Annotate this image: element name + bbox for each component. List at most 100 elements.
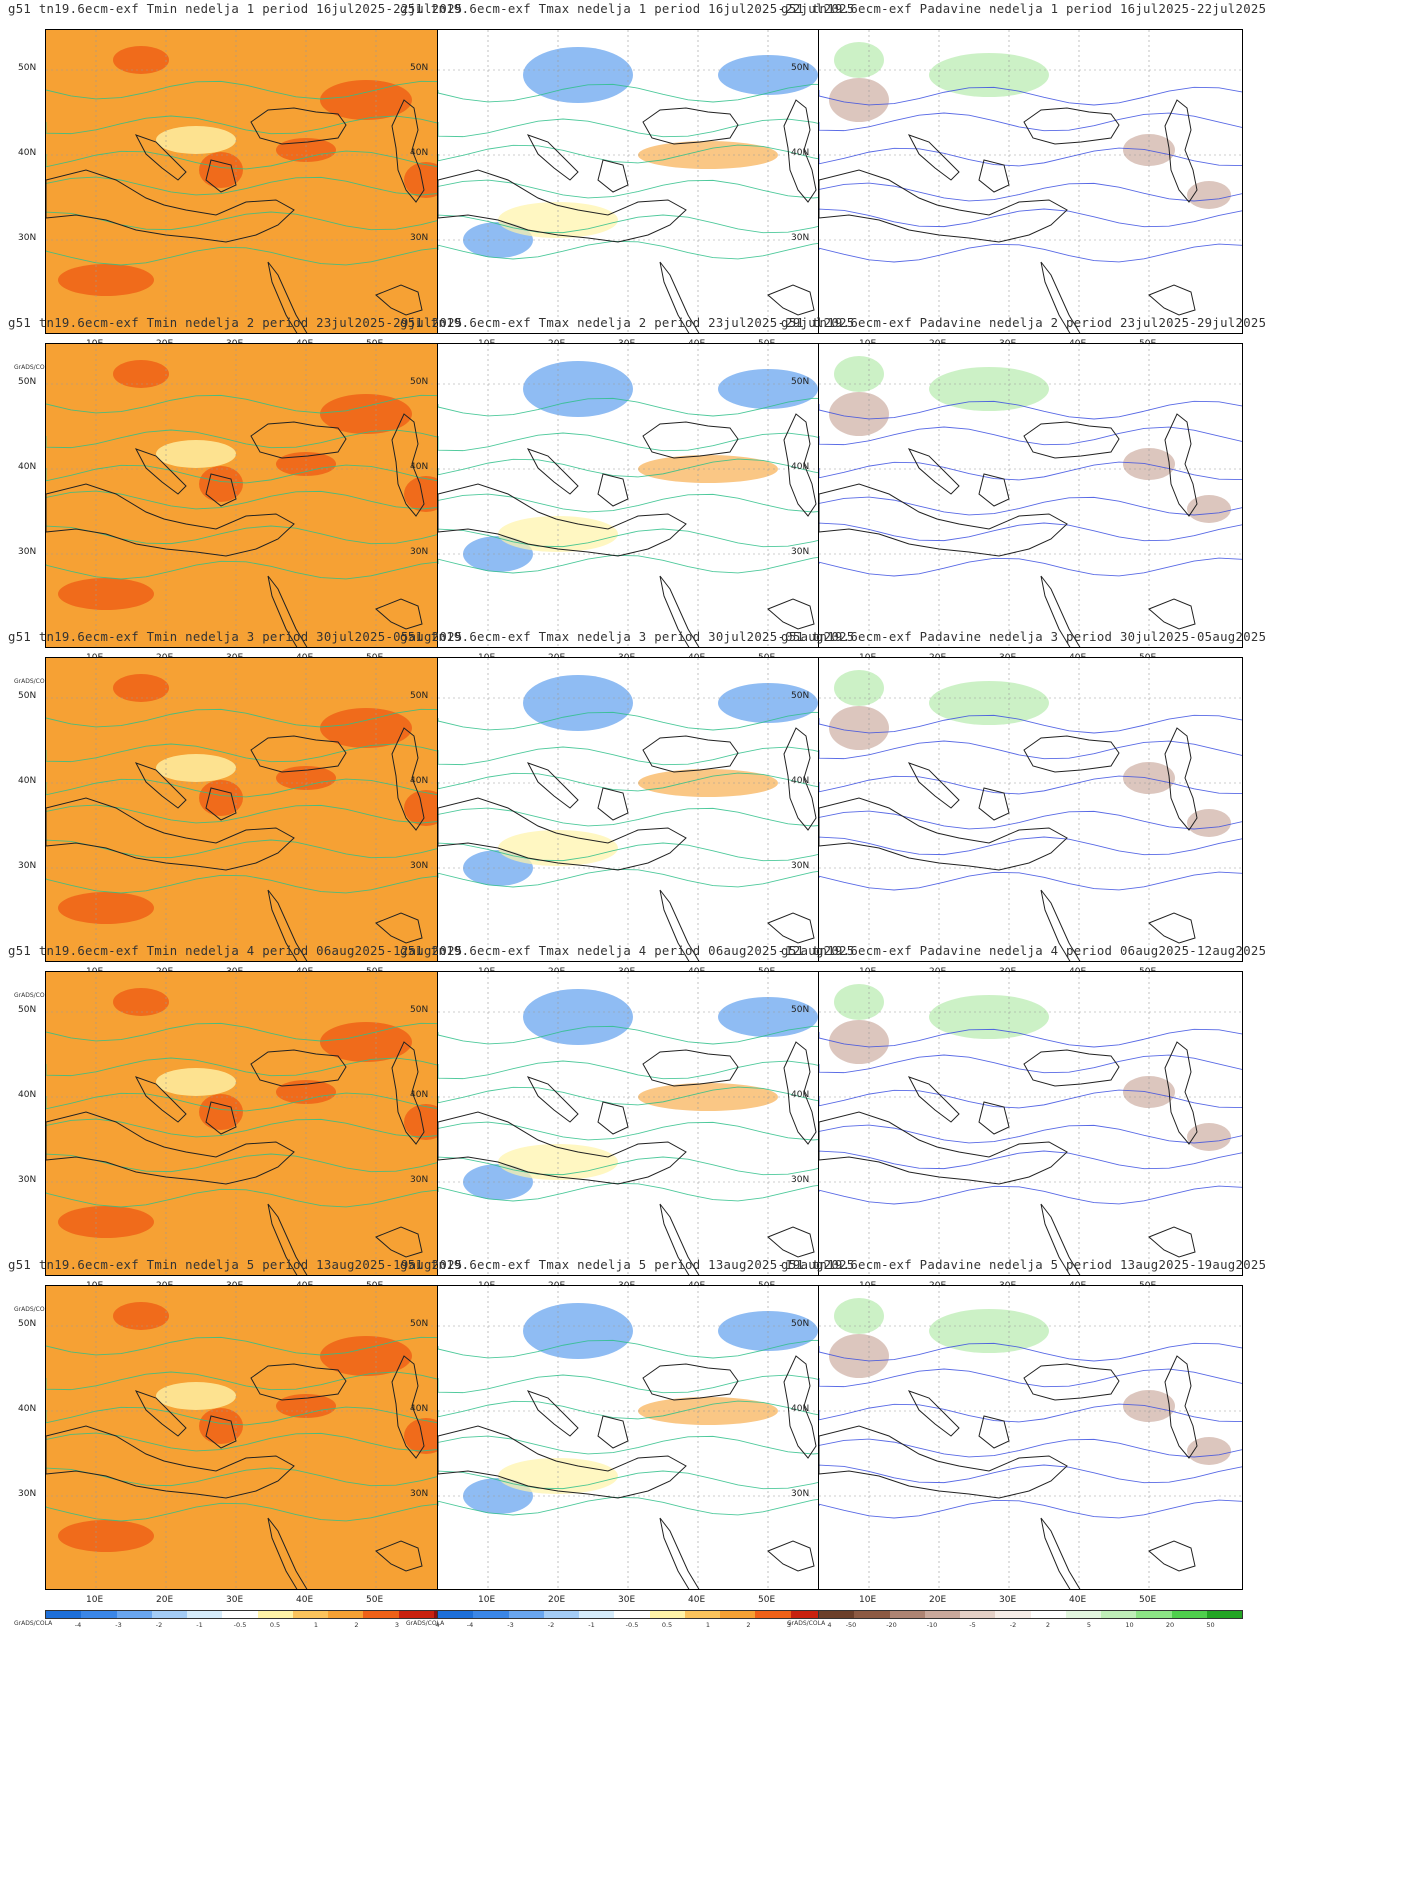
lon-label: 40E <box>296 1595 314 1605</box>
grads-cola-logo-text: GrADS/COLA <box>14 364 53 371</box>
lat-label: 50N <box>410 691 429 701</box>
map-area <box>45 657 470 962</box>
colorbar-segment <box>649 1611 685 1618</box>
map-area <box>818 1285 1243 1590</box>
map-graphic <box>46 658 469 961</box>
map-panel-r1-pad: g51 tn19.6ecm-exf Padavine nedelja 1 per… <box>781 2 1266 373</box>
lat-label: 50N <box>18 63 37 73</box>
panel-title: g51 tn19.6ecm-exf Tmin nedelja 1 period … <box>8 2 463 16</box>
colorbar-tick-label: -2 <box>547 1621 555 1629</box>
map-area <box>45 1285 470 1590</box>
colorbar-segment <box>1030 1611 1066 1618</box>
colorbar-segment <box>720 1611 756 1618</box>
colorbar-tick-label: -50 <box>845 1621 857 1629</box>
map-graphic <box>819 972 1242 1275</box>
colorbar-segment <box>995 1611 1031 1618</box>
colorbar-segment <box>543 1611 579 1618</box>
colorbar-segment <box>363 1611 399 1618</box>
lat-label: 50N <box>18 1005 37 1015</box>
colorbar-segment <box>508 1611 544 1618</box>
colorbar-segment <box>81 1611 117 1618</box>
lat-label: 40N <box>18 1090 37 1100</box>
lon-label: 20E <box>929 1595 947 1605</box>
colorbar-segment <box>116 1611 152 1618</box>
colorbar-segment <box>790 1611 826 1618</box>
grads-cola-logo-text: GrADS/COLA <box>14 992 53 999</box>
colorbar-tick-label: 20 <box>1165 1621 1175 1629</box>
colorbar-segment <box>1206 1611 1242 1618</box>
colorbar-segment <box>398 1611 434 1618</box>
lat-label: 30N <box>410 861 429 871</box>
colorbar <box>45 1610 470 1619</box>
lon-label: 30E <box>618 1595 636 1605</box>
lat-label: 40N <box>410 462 429 472</box>
lat-label: 30N <box>18 233 37 243</box>
lat-label: 40N <box>791 1090 810 1100</box>
lat-label: 50N <box>18 1319 37 1329</box>
lat-label: 50N <box>410 1319 429 1329</box>
lat-label: 40N <box>791 1404 810 1414</box>
colorbar-segment <box>1101 1611 1137 1618</box>
panel-title: g51 tn19.6ecm-exf Padavine nedelja 2 per… <box>781 316 1267 330</box>
lon-label: 10E <box>86 1595 104 1605</box>
lon-label: 50E <box>366 1595 384 1605</box>
lat-label: 30N <box>410 233 429 243</box>
colorbar-tick-label: -3 <box>507 1621 514 1629</box>
lat-label: 30N <box>18 861 37 871</box>
colorbar-tick-label: 4 <box>435 1621 440 1629</box>
colorbar-tick-label: 3 <box>394 1621 400 1629</box>
panel-title: g51 tn19.6ecm-exf Tmax nedelja 5 period … <box>400 1258 855 1272</box>
panel-title: g51 tn19.6ecm-exf Tmax nedelja 2 period … <box>400 316 855 330</box>
lat-label: 50N <box>791 1319 810 1329</box>
colorbar-segment <box>960 1611 996 1618</box>
colorbar-tick-label: 5 <box>1086 1621 1092 1629</box>
grads-cola-logo-text: GrADS/COLA <box>406 1620 445 1627</box>
map-graphic <box>819 344 1242 647</box>
colorbar-tick-label: -0.5 <box>625 1621 639 1629</box>
colorbar-tick-label: 0.5 <box>661 1621 673 1629</box>
lat-label: 40N <box>18 1404 37 1414</box>
panel-title: g51 tn19.6ecm-exf Tmin nedelja 4 period … <box>8 944 463 958</box>
colorbar-segment <box>292 1611 328 1618</box>
map-area <box>818 971 1243 1276</box>
lat-label: 40N <box>18 462 37 472</box>
lat-label: 30N <box>791 861 810 871</box>
colorbar-segment <box>328 1611 364 1618</box>
colorbar-segment <box>187 1611 223 1618</box>
panel-title: g51 tn19.6ecm-exf Padavine nedelja 1 per… <box>781 2 1267 16</box>
map-graphic <box>438 344 861 647</box>
map-graphic <box>438 1286 861 1589</box>
map-area <box>818 657 1243 962</box>
lon-label: 40E <box>1069 1595 1087 1605</box>
map-area <box>45 29 470 334</box>
lat-label: 50N <box>791 691 810 701</box>
lat-label: 30N <box>410 1489 429 1499</box>
colorbar-tick-label: -3 <box>115 1621 122 1629</box>
colorbar-segment <box>684 1611 720 1618</box>
lat-label: 50N <box>791 63 810 73</box>
colorbar-tick-label: -4 <box>74 1621 82 1629</box>
panel-title: g51 tn19.6ecm-exf Tmin nedelja 5 period … <box>8 1258 463 1272</box>
map-panel-r2-tmax: g51 tn19.6ecm-exf Tmax nedelja 2 period … <box>400 316 870 687</box>
colorbar-segment <box>854 1611 890 1618</box>
lat-label: 50N <box>410 1005 429 1015</box>
colorbar-segment <box>889 1611 925 1618</box>
lat-label: 40N <box>791 776 810 786</box>
lon-label: 20E <box>156 1595 174 1605</box>
lat-label: 50N <box>410 377 429 387</box>
map-panel-r4-tmax: g51 tn19.6ecm-exf Tmax nedelja 4 period … <box>400 944 870 1315</box>
map-graphic <box>46 30 469 333</box>
map-area <box>437 657 862 962</box>
map-area <box>818 343 1243 648</box>
colorbar-tick-label: 2 <box>354 1621 359 1629</box>
grads-cola-logo-text: GrADS/COLA <box>14 1306 53 1313</box>
panel-title: g51 tn19.6ecm-exf Padavine nedelja 3 per… <box>781 630 1267 644</box>
colorbar-tick-label: 1 <box>313 1621 319 1629</box>
colorbar-segment <box>438 1611 474 1618</box>
map-graphic <box>819 30 1242 333</box>
colorbar-tick-label: -2 <box>1009 1621 1017 1629</box>
colorbar-segment <box>579 1611 615 1618</box>
colorbar-segment <box>924 1611 960 1618</box>
lat-label: 30N <box>18 1175 37 1185</box>
